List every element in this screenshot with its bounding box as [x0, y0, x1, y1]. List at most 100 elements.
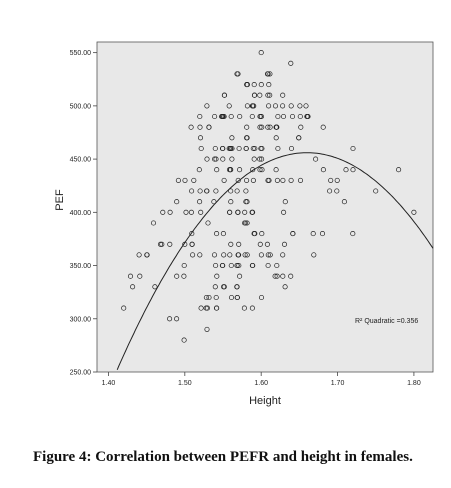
data-point [244, 135, 250, 141]
data-point [396, 167, 402, 173]
data-point [136, 252, 142, 258]
data-point [282, 199, 288, 205]
data-point [226, 145, 232, 152]
data-point [212, 156, 218, 162]
data-point [127, 273, 134, 279]
data-point [265, 177, 271, 183]
data-point [189, 241, 195, 247]
data-point [265, 92, 271, 98]
data-point [288, 145, 295, 152]
data-point [236, 145, 242, 152]
data-point [212, 113, 218, 120]
data-point [258, 50, 264, 56]
data-point [320, 124, 326, 130]
data-point [297, 177, 304, 183]
data-point [280, 113, 287, 120]
data-point [183, 209, 189, 215]
data-point [234, 284, 240, 290]
data-point [235, 209, 241, 215]
data-point [244, 124, 250, 130]
data-point [273, 135, 279, 141]
data-point [274, 124, 280, 130]
data-point [257, 167, 263, 173]
x-tick-label: 1.40 [102, 380, 116, 387]
chart-figure: 1.40 1.50 1.60 1.70 1.80 250.00 300.00 350.00 4… [54, 41, 434, 407]
data-point [258, 294, 265, 301]
data-point [197, 252, 203, 258]
data-point [197, 124, 203, 130]
data-point [228, 199, 234, 205]
data-point [213, 294, 219, 301]
data-point [188, 209, 194, 215]
data-point [258, 252, 264, 258]
data-point [221, 284, 227, 290]
data-point [236, 241, 242, 247]
data-point [281, 209, 287, 215]
data-point [203, 305, 209, 311]
data-point [198, 209, 204, 215]
data-point [181, 262, 187, 269]
data-point [249, 113, 255, 120]
data-point [249, 305, 255, 311]
y-tick-label: 350.00 [70, 263, 92, 270]
data-point [265, 71, 271, 77]
data-point [280, 273, 286, 279]
data-point [281, 241, 288, 247]
data-point [303, 103, 309, 109]
data-point [213, 188, 219, 194]
data-point [265, 262, 271, 269]
data-point [234, 294, 240, 301]
x-tick-label: 1.80 [407, 380, 421, 387]
data-point [198, 145, 204, 152]
data-point [251, 82, 257, 88]
data-point [182, 177, 188, 183]
data-point [258, 82, 264, 88]
data-point [234, 71, 240, 77]
data-point [252, 231, 258, 237]
data-point [204, 103, 210, 109]
data-points [121, 50, 417, 343]
x-tick-label: 1.50 [178, 380, 192, 387]
data-point [174, 316, 180, 322]
data-point [214, 305, 220, 311]
data-point [228, 188, 234, 194]
data-point [152, 284, 158, 290]
data-point [243, 199, 249, 205]
data-point [242, 252, 248, 258]
data-point [280, 92, 286, 98]
data-point [157, 241, 164, 247]
data-point [167, 241, 173, 247]
x-axis-ticks: 1.40 1.50 1.60 1.70 1.80 [102, 372, 421, 387]
x-axis-label: Height [249, 395, 281, 407]
data-point [211, 252, 218, 258]
data-point [257, 92, 263, 98]
data-point [257, 124, 263, 130]
data-point [244, 252, 250, 258]
data-point [221, 177, 227, 183]
data-point [327, 188, 333, 194]
data-point [227, 167, 233, 173]
data-point [229, 156, 235, 162]
data-point [320, 167, 326, 173]
data-point [220, 156, 226, 162]
y-tick-label: 500.00 [70, 103, 92, 110]
data-point [265, 124, 271, 130]
scatter-chart: 1.40 1.50 1.60 1.70 1.80 250.00 300.00 350.00 4… [54, 41, 434, 407]
data-point [252, 145, 258, 152]
data-point [189, 231, 195, 237]
data-point [297, 103, 303, 109]
data-point [319, 231, 326, 237]
data-point [205, 220, 211, 226]
data-point [241, 305, 247, 311]
data-point [175, 177, 181, 183]
data-point [198, 305, 204, 311]
data-point [282, 284, 288, 290]
data-point [228, 262, 234, 269]
data-point [310, 231, 316, 237]
data-point [174, 199, 180, 205]
data-point [235, 177, 241, 183]
data-point [267, 124, 273, 130]
data-point [242, 209, 248, 215]
y-tick-label: 450.00 [70, 157, 92, 164]
data-point [121, 305, 127, 311]
